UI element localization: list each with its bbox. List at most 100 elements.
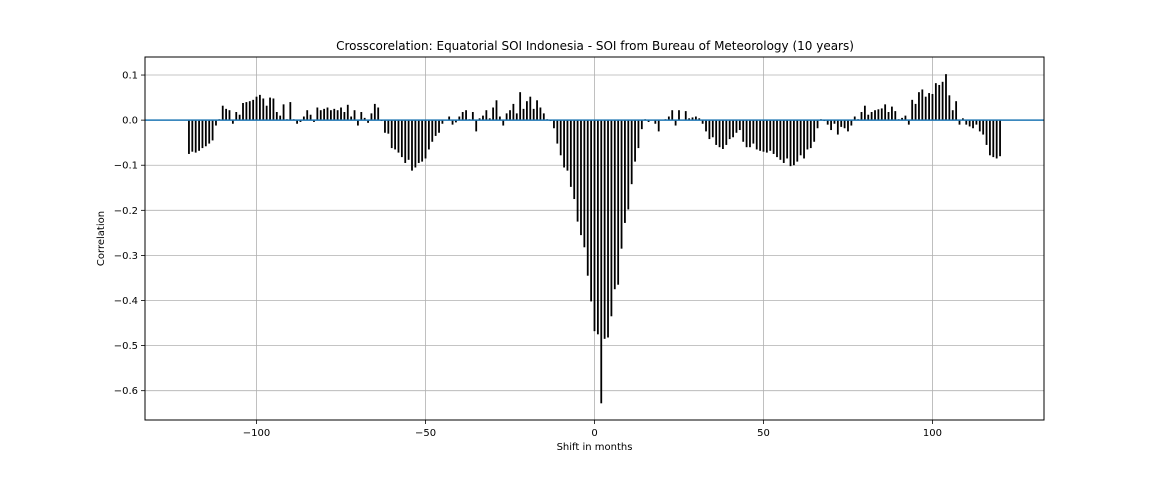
bar xyxy=(461,112,464,121)
bar xyxy=(215,120,217,126)
bar xyxy=(451,120,454,125)
bar xyxy=(505,113,508,121)
bar xyxy=(431,120,434,142)
bar xyxy=(968,120,971,127)
bar xyxy=(563,120,565,168)
bar xyxy=(255,96,258,121)
bar xyxy=(914,103,917,121)
bar xyxy=(235,112,238,121)
bar xyxy=(515,113,518,121)
bar xyxy=(603,120,606,339)
y-axis-label: Correlation xyxy=(96,211,107,266)
bar xyxy=(411,120,413,171)
bar xyxy=(414,120,417,168)
bar xyxy=(711,120,714,138)
bar xyxy=(742,120,745,142)
bar xyxy=(299,120,302,122)
bar xyxy=(198,120,200,151)
bar xyxy=(566,120,569,171)
bar xyxy=(924,96,927,121)
bar xyxy=(377,107,380,121)
bar xyxy=(772,120,775,154)
bar xyxy=(813,120,816,142)
bar xyxy=(755,120,758,150)
bar xyxy=(765,120,768,153)
bar xyxy=(833,120,836,124)
x-axis: −100 −50 0 50 100 xyxy=(243,420,942,439)
bar xyxy=(708,120,711,140)
bar xyxy=(806,120,809,150)
bar xyxy=(782,120,785,163)
bar xyxy=(204,120,207,147)
bar xyxy=(847,120,849,132)
bar xyxy=(647,120,650,122)
bar xyxy=(319,110,322,121)
bar xyxy=(715,120,718,145)
bar xyxy=(390,120,393,149)
bar xyxy=(191,120,194,152)
bar xyxy=(498,116,501,121)
bar xyxy=(759,120,762,151)
bar xyxy=(826,120,829,125)
bar xyxy=(522,108,525,121)
bar xyxy=(836,120,839,135)
bar xyxy=(853,116,856,121)
bar xyxy=(360,112,363,121)
bar xyxy=(701,120,704,124)
bar xyxy=(465,110,467,121)
bar xyxy=(809,120,812,149)
bar xyxy=(961,118,964,121)
bar xyxy=(573,120,576,200)
bar xyxy=(992,120,995,158)
bar xyxy=(336,110,339,121)
bar xyxy=(269,97,271,121)
bar xyxy=(941,81,944,121)
bar xyxy=(911,99,914,121)
bar xyxy=(427,120,430,150)
bar xyxy=(799,120,802,156)
bar xyxy=(326,107,329,121)
bar xyxy=(796,120,799,162)
bar xyxy=(509,110,511,121)
y-tick-label: 0.0 xyxy=(122,116,138,127)
bar xyxy=(995,120,998,159)
bar xyxy=(607,120,609,338)
bar xyxy=(302,116,305,121)
bar xyxy=(245,102,248,121)
bar xyxy=(637,120,640,149)
y-tick-label: 0.1 xyxy=(122,71,138,82)
bar xyxy=(259,94,261,121)
bar xyxy=(367,120,369,123)
bar xyxy=(843,120,846,129)
bar xyxy=(694,116,697,121)
bar xyxy=(373,103,376,121)
bar xyxy=(583,120,586,248)
bar xyxy=(394,120,396,150)
bar xyxy=(275,112,278,121)
bar xyxy=(553,120,555,129)
bar xyxy=(667,116,670,121)
bar xyxy=(556,120,559,144)
bar xyxy=(630,120,633,185)
bar xyxy=(539,107,542,121)
bar xyxy=(874,110,876,121)
bar xyxy=(776,120,778,158)
bar xyxy=(705,120,707,132)
bar xyxy=(502,120,505,126)
bar xyxy=(593,120,596,332)
bar xyxy=(519,92,522,121)
bar xyxy=(840,120,843,127)
x-tick-label: 100 xyxy=(923,428,942,439)
chart-title: Crosscorelation: Equatorial SOI Indonesi… xyxy=(336,39,854,53)
bar xyxy=(596,120,599,335)
x-tick-label: −50 xyxy=(415,428,436,439)
bar xyxy=(296,120,298,124)
bar xyxy=(745,120,748,148)
bar xyxy=(441,120,444,124)
bar xyxy=(982,120,985,135)
bar xyxy=(640,120,643,130)
bar xyxy=(248,101,251,121)
bar xyxy=(718,120,721,148)
bar xyxy=(262,98,265,121)
